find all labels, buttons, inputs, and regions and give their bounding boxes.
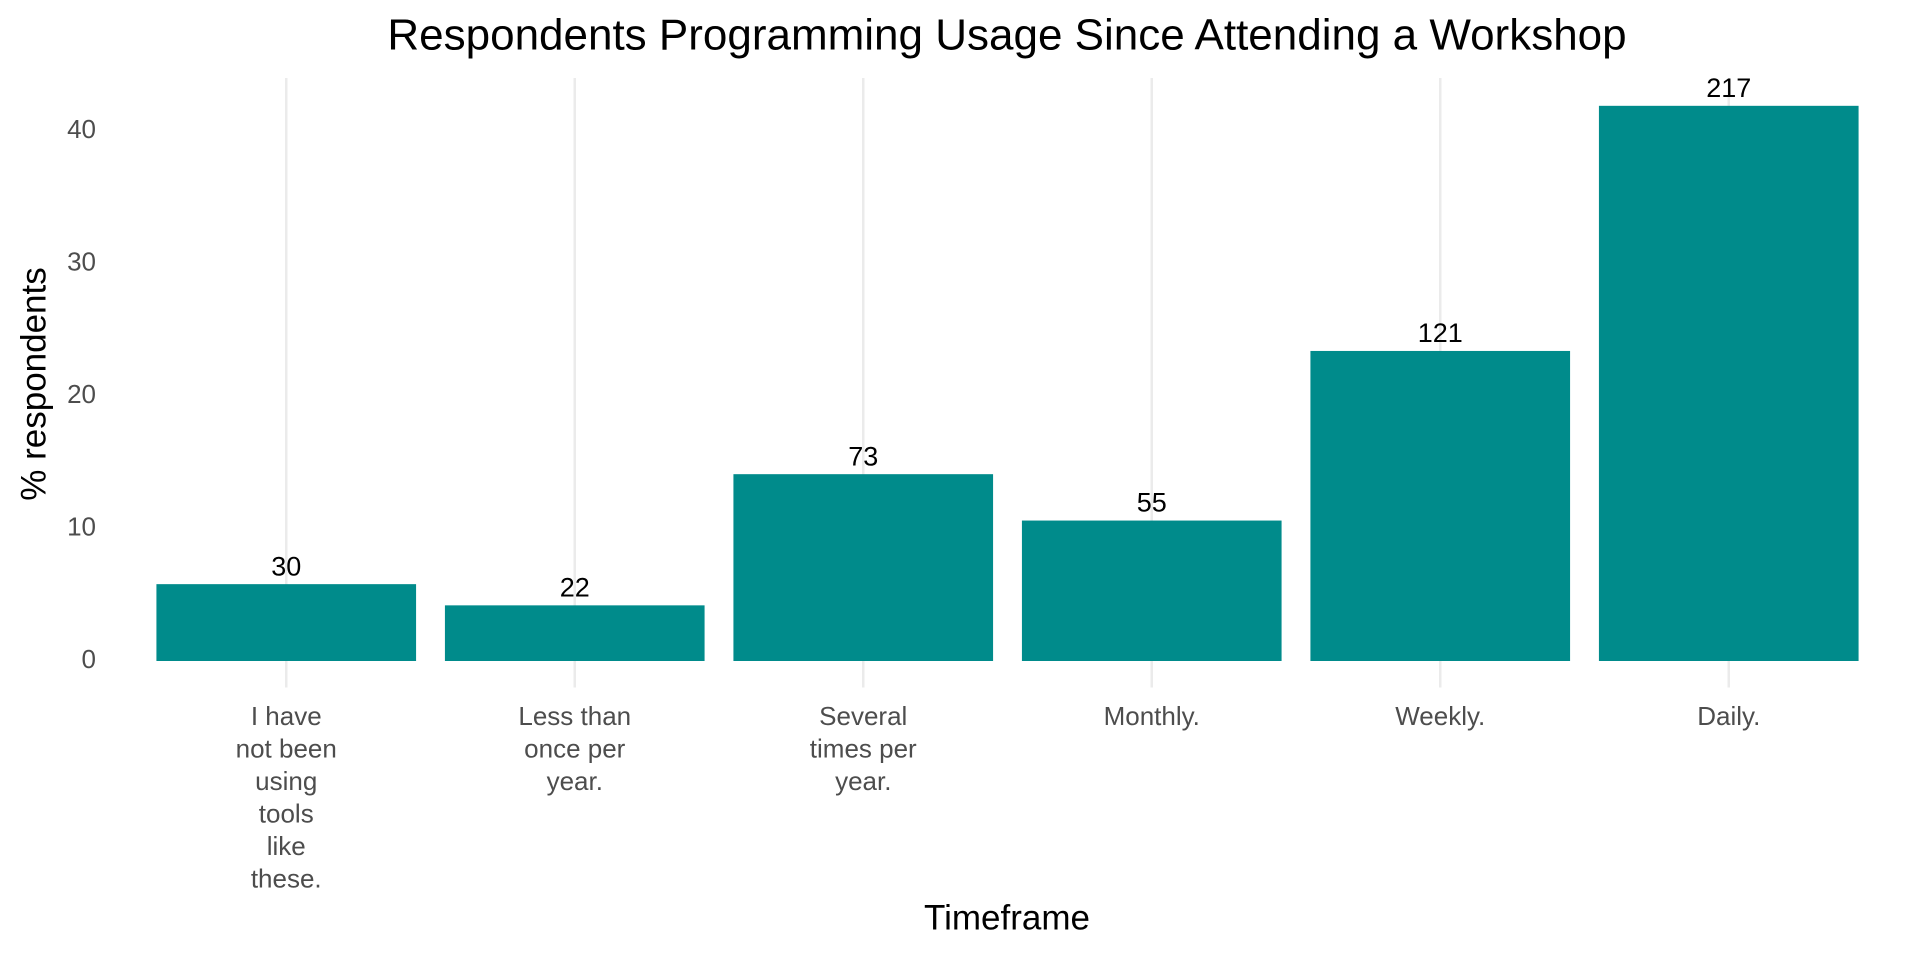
bar bbox=[156, 584, 417, 661]
bar bbox=[1598, 105, 1859, 661]
y-tick-label: 30 bbox=[67, 246, 96, 276]
x-tick-label: times per bbox=[810, 733, 917, 763]
x-tick-label: Daily. bbox=[1697, 701, 1760, 731]
data-label: 55 bbox=[1137, 488, 1167, 518]
x-tick-label: like bbox=[267, 831, 306, 861]
data-label: 73 bbox=[848, 441, 878, 471]
y-axis-title: % respondents bbox=[14, 267, 53, 500]
bar bbox=[1310, 350, 1571, 661]
x-tick-label: Less than bbox=[518, 701, 631, 731]
x-tick-label: year. bbox=[835, 766, 891, 796]
bar bbox=[733, 474, 994, 661]
data-label: 121 bbox=[1418, 318, 1463, 348]
x-tick-label: once per bbox=[524, 733, 626, 763]
x-tick-label: not been bbox=[236, 733, 337, 763]
y-tick-label: 40 bbox=[67, 114, 96, 144]
x-tick-label: tools bbox=[259, 798, 314, 828]
x-tick-label: these. bbox=[251, 863, 322, 893]
x-tick-label: year. bbox=[547, 766, 603, 796]
x-tick-label: I have bbox=[251, 701, 322, 731]
y-tick-label: 10 bbox=[67, 511, 96, 541]
x-tick-label: Several bbox=[819, 701, 907, 731]
data-label: 217 bbox=[1706, 73, 1751, 103]
bar bbox=[444, 605, 705, 661]
data-label: 22 bbox=[560, 572, 590, 602]
x-tick-label: Weekly. bbox=[1395, 701, 1485, 731]
y-tick-label: 20 bbox=[67, 379, 96, 409]
bar bbox=[1021, 520, 1282, 661]
x-axis-title: Timeframe bbox=[924, 898, 1090, 937]
x-tick-label: using bbox=[255, 766, 317, 796]
x-tick-label: Monthly. bbox=[1104, 701, 1200, 731]
data-label: 30 bbox=[271, 551, 301, 581]
chart-title: Respondents Programming Usage Since Atte… bbox=[387, 11, 1626, 60]
y-tick-label: 0 bbox=[82, 644, 96, 674]
